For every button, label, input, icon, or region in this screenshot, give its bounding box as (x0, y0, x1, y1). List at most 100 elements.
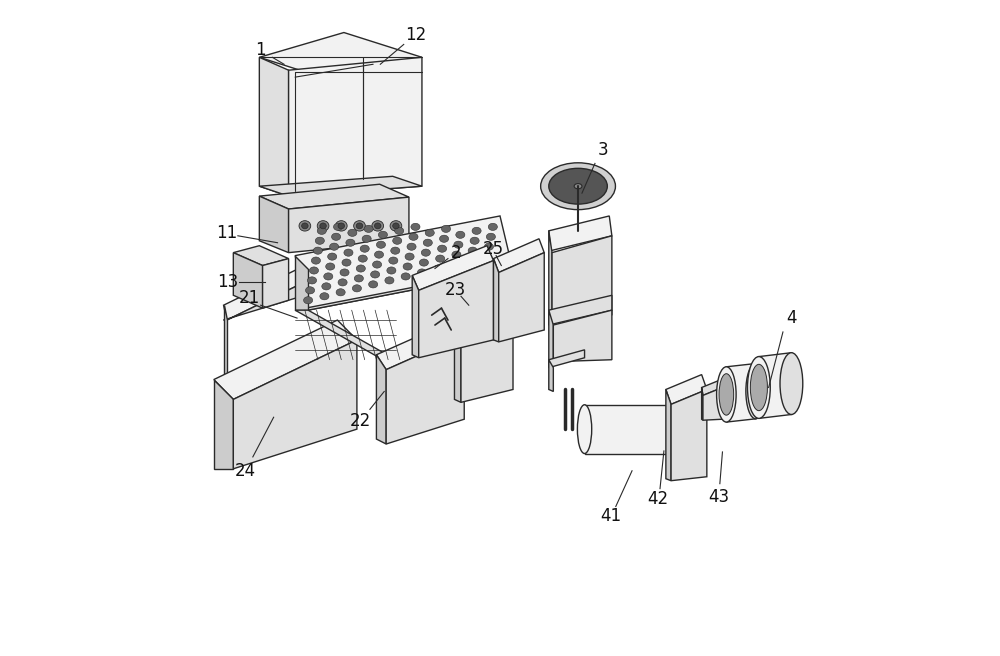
Polygon shape (412, 246, 493, 291)
Polygon shape (214, 320, 357, 400)
Ellipse shape (719, 374, 734, 415)
Text: 11: 11 (216, 224, 237, 242)
Text: 4: 4 (786, 309, 797, 327)
Ellipse shape (393, 237, 402, 244)
Ellipse shape (574, 184, 582, 189)
Ellipse shape (472, 227, 481, 234)
Ellipse shape (746, 363, 765, 419)
Polygon shape (585, 405, 682, 453)
Ellipse shape (306, 287, 315, 294)
Ellipse shape (423, 239, 432, 246)
Ellipse shape (425, 229, 434, 236)
Polygon shape (259, 176, 422, 196)
Ellipse shape (332, 233, 341, 240)
Ellipse shape (409, 233, 418, 240)
Ellipse shape (456, 231, 465, 238)
Polygon shape (549, 310, 553, 361)
Ellipse shape (452, 251, 461, 258)
Text: 12: 12 (405, 26, 426, 43)
Ellipse shape (362, 236, 371, 242)
Text: 23: 23 (445, 281, 466, 299)
Text: 43: 43 (708, 487, 729, 506)
Ellipse shape (389, 257, 398, 264)
Ellipse shape (405, 253, 414, 260)
Polygon shape (461, 315, 513, 402)
Polygon shape (233, 340, 357, 469)
Ellipse shape (486, 233, 495, 240)
Ellipse shape (358, 255, 367, 262)
Ellipse shape (438, 245, 447, 253)
Text: 22: 22 (350, 412, 371, 430)
Ellipse shape (369, 281, 378, 288)
Polygon shape (549, 359, 553, 392)
Ellipse shape (320, 293, 329, 300)
Ellipse shape (421, 249, 430, 256)
Text: 2: 2 (450, 243, 461, 262)
Polygon shape (493, 258, 499, 342)
Polygon shape (549, 216, 612, 251)
Ellipse shape (401, 273, 410, 280)
Ellipse shape (454, 241, 463, 248)
Ellipse shape (450, 261, 459, 268)
Polygon shape (552, 236, 612, 315)
Polygon shape (412, 276, 419, 358)
Ellipse shape (391, 247, 400, 255)
Polygon shape (295, 270, 513, 310)
Polygon shape (224, 266, 308, 320)
Ellipse shape (309, 267, 319, 274)
Ellipse shape (313, 247, 322, 255)
Ellipse shape (470, 237, 479, 244)
Polygon shape (289, 197, 409, 253)
Text: 1: 1 (255, 41, 266, 60)
Polygon shape (259, 57, 289, 196)
Ellipse shape (354, 220, 365, 231)
Ellipse shape (390, 220, 402, 231)
Text: 13: 13 (217, 274, 239, 291)
Ellipse shape (317, 220, 329, 231)
Polygon shape (726, 363, 756, 422)
Ellipse shape (468, 247, 477, 255)
Polygon shape (295, 256, 308, 310)
Ellipse shape (393, 223, 399, 229)
Ellipse shape (338, 279, 347, 286)
Ellipse shape (360, 245, 369, 253)
Text: 3: 3 (597, 140, 608, 159)
Ellipse shape (333, 223, 343, 230)
Ellipse shape (541, 163, 615, 210)
Polygon shape (259, 196, 289, 253)
Ellipse shape (346, 239, 355, 246)
Polygon shape (224, 280, 308, 320)
Ellipse shape (320, 223, 326, 229)
Polygon shape (289, 57, 422, 196)
Polygon shape (703, 388, 722, 420)
Ellipse shape (336, 289, 345, 296)
Polygon shape (666, 390, 671, 481)
Ellipse shape (387, 267, 396, 274)
Polygon shape (376, 355, 386, 444)
Polygon shape (214, 380, 233, 469)
Ellipse shape (302, 223, 308, 229)
Ellipse shape (549, 169, 607, 204)
Ellipse shape (675, 405, 689, 453)
Polygon shape (759, 353, 791, 419)
Text: 25: 25 (483, 239, 504, 258)
Polygon shape (224, 305, 227, 380)
Ellipse shape (299, 220, 311, 231)
Ellipse shape (407, 243, 416, 251)
Polygon shape (419, 260, 493, 358)
Polygon shape (295, 310, 396, 359)
Ellipse shape (385, 277, 394, 284)
Text: 41: 41 (600, 507, 621, 525)
Ellipse shape (307, 277, 317, 284)
Ellipse shape (750, 364, 767, 411)
Ellipse shape (395, 227, 404, 234)
Ellipse shape (304, 297, 313, 304)
Ellipse shape (344, 249, 353, 256)
Ellipse shape (330, 243, 339, 251)
Ellipse shape (780, 353, 803, 415)
Ellipse shape (747, 357, 770, 419)
Ellipse shape (356, 223, 363, 229)
Polygon shape (233, 253, 263, 308)
Ellipse shape (364, 225, 373, 232)
Ellipse shape (717, 367, 736, 422)
